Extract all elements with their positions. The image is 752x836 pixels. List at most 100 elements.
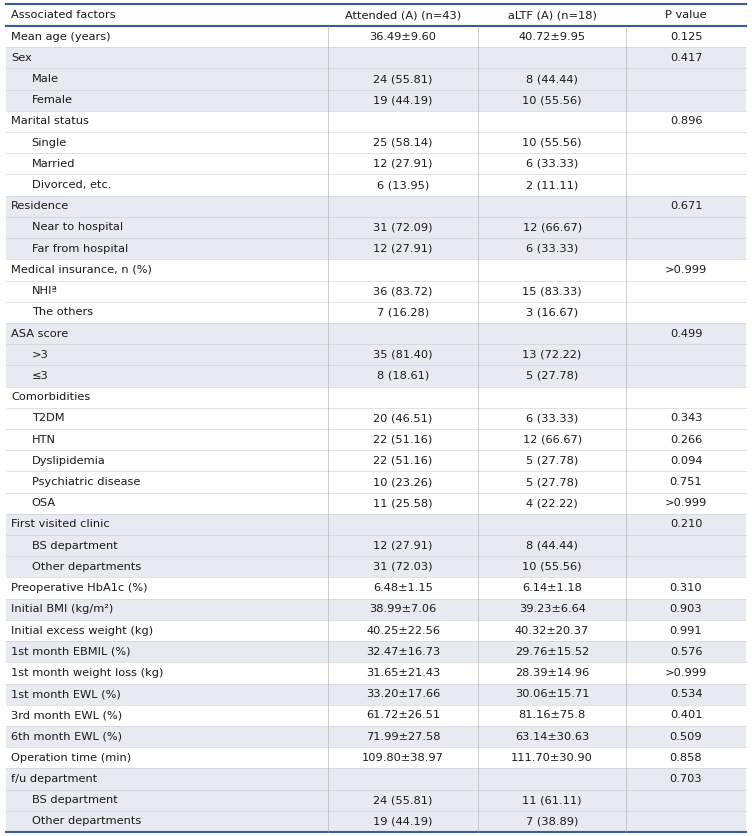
Bar [6,492,746,514]
Bar [6,726,746,747]
Text: Male: Male [32,74,59,84]
Text: 3 (16.67): 3 (16.67) [526,308,578,318]
Text: 11 (61.11): 11 (61.11) [523,795,582,805]
Text: 6th month EWL (%): 6th month EWL (%) [11,732,122,742]
Bar [6,599,746,620]
Text: Other departments: Other departments [32,562,141,572]
Bar [6,111,746,132]
Bar [6,535,746,556]
Text: 12 (66.67): 12 (66.67) [523,222,582,232]
Text: 0.210: 0.210 [670,519,702,529]
Text: ≤3: ≤3 [32,371,48,381]
Bar [6,47,746,69]
Bar [6,196,746,217]
Text: 0.266: 0.266 [670,435,702,445]
Bar [6,238,746,259]
Bar [6,175,746,196]
Text: 12 (27.91): 12 (27.91) [373,159,432,169]
Text: 38.99±7.06: 38.99±7.06 [369,604,437,614]
Text: 30.06±15.71: 30.06±15.71 [515,689,590,699]
Text: 0.499: 0.499 [670,329,702,339]
Text: 0.401: 0.401 [670,711,702,721]
Text: 3rd month EWL (%): 3rd month EWL (%) [11,711,122,721]
Text: 0.576: 0.576 [670,647,702,657]
Text: 31 (72.09): 31 (72.09) [373,222,432,232]
Text: 6.48±1.15: 6.48±1.15 [373,583,433,593]
Bar [6,323,746,344]
Text: Initial BMI (kg/m²): Initial BMI (kg/m²) [11,604,114,614]
Text: Comorbidities: Comorbidities [11,392,90,402]
Bar [6,514,746,535]
Text: 2 (11.11): 2 (11.11) [526,180,578,190]
Text: 32.47±16.73: 32.47±16.73 [366,647,440,657]
Bar [6,132,746,153]
Text: Psychiatric disease: Psychiatric disease [32,477,140,487]
Text: Divorced, etc.: Divorced, etc. [32,180,111,190]
Text: First visited clinic: First visited clinic [11,519,110,529]
Bar [6,684,746,705]
Text: 10 (55.56): 10 (55.56) [523,562,582,572]
Bar [6,281,746,302]
Text: 6 (33.33): 6 (33.33) [526,159,578,169]
Text: 1st month EBMIL (%): 1st month EBMIL (%) [11,647,131,657]
Text: Initial excess weight (kg): Initial excess weight (kg) [11,625,153,635]
Text: 39.23±6.64: 39.23±6.64 [519,604,586,614]
Bar [6,620,746,641]
Text: 1st month weight loss (kg): 1st month weight loss (kg) [11,668,163,678]
Text: Operation time (min): Operation time (min) [11,752,131,762]
Text: BS department: BS department [32,541,117,551]
Text: 36.49±9.60: 36.49±9.60 [369,32,436,42]
Bar [6,344,746,365]
Text: Female: Female [32,95,73,105]
Text: 31 (72.03): 31 (72.03) [373,562,432,572]
Text: 12 (27.91): 12 (27.91) [373,244,432,253]
Bar [6,578,746,599]
Text: 6 (33.33): 6 (33.33) [526,244,578,253]
Bar [6,4,746,26]
Text: 0.509: 0.509 [670,732,702,742]
Text: Mean age (years): Mean age (years) [11,32,111,42]
Text: 36 (83.72): 36 (83.72) [373,286,432,296]
Text: 20 (46.51): 20 (46.51) [374,413,432,423]
Bar [6,747,746,768]
Text: >0.999: >0.999 [665,668,707,678]
Text: 0.125: 0.125 [670,32,702,42]
Text: 5 (27.78): 5 (27.78) [526,477,578,487]
Text: 6 (33.33): 6 (33.33) [526,413,578,423]
Text: Far from hospital: Far from hospital [32,244,128,253]
Text: 61.72±26.51: 61.72±26.51 [366,711,440,721]
Text: 10 (55.56): 10 (55.56) [523,138,582,148]
Bar [6,217,746,238]
Bar [6,662,746,684]
Text: P value: P value [666,10,707,20]
Text: Married: Married [32,159,75,169]
Text: ASA score: ASA score [11,329,68,339]
Text: 5 (27.78): 5 (27.78) [526,371,578,381]
Text: 6 (13.95): 6 (13.95) [377,180,429,190]
Text: 0.417: 0.417 [670,53,702,63]
Text: 40.32±20.37: 40.32±20.37 [515,625,590,635]
Bar [6,768,746,789]
Bar [6,408,746,429]
Text: 7 (38.89): 7 (38.89) [526,817,578,827]
Text: 0.671: 0.671 [670,201,702,212]
Text: 25 (58.14): 25 (58.14) [373,138,432,148]
Text: 1st month EWL (%): 1st month EWL (%) [11,689,121,699]
Text: Other departments: Other departments [32,817,141,827]
Text: Dyslipidemia: Dyslipidemia [32,456,105,466]
Text: 6.14±1.18: 6.14±1.18 [522,583,582,593]
Bar [6,472,746,492]
Text: 71.99±27.58: 71.99±27.58 [365,732,440,742]
Text: 109.80±38.97: 109.80±38.97 [362,752,444,762]
Text: Preoperative HbA1c (%): Preoperative HbA1c (%) [11,583,147,593]
Text: 7 (16.28): 7 (16.28) [377,308,429,318]
Bar [6,429,746,451]
Text: 63.14±30.63: 63.14±30.63 [515,732,590,742]
Text: 19 (44.19): 19 (44.19) [373,817,432,827]
Text: Medical insurance, n (%): Medical insurance, n (%) [11,265,152,275]
Text: The others: The others [32,308,92,318]
Text: HTN: HTN [32,435,56,445]
Text: 8 (44.44): 8 (44.44) [526,541,578,551]
Text: 19 (44.19): 19 (44.19) [373,95,432,105]
Bar [6,451,746,472]
